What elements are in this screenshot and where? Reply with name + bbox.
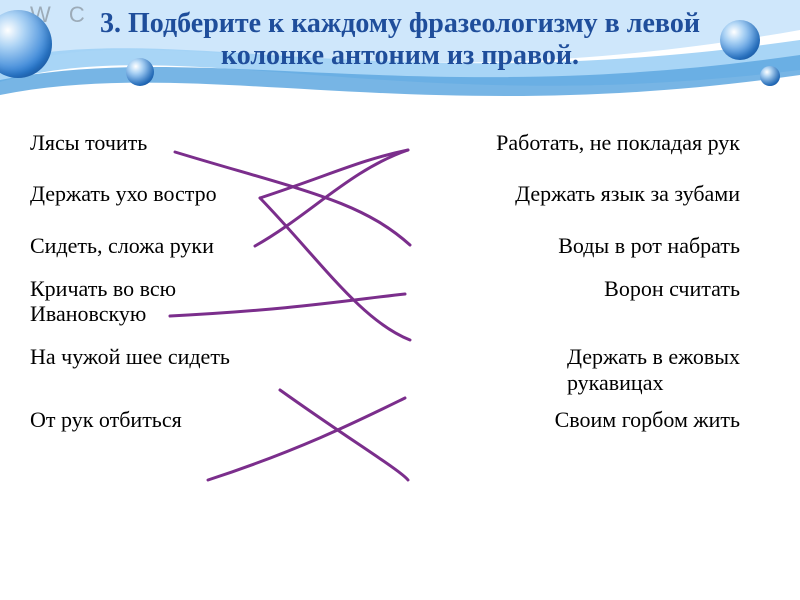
right-phrase: Своим горбом жить [555, 407, 740, 432]
right-phrase: Ворон считать [604, 276, 740, 327]
right-phrase: Работать, не покладая рук [496, 130, 740, 155]
bubble-decoration [720, 20, 760, 60]
right-phrase: Держать язык за зубами [515, 181, 740, 206]
pair-row: Лясы точить Работать, не покладая рук [0, 130, 800, 155]
pair-row: Кричать во всюИвановскую Ворон считать [0, 276, 800, 327]
left-phrase: На чужой шее сидеть [30, 344, 230, 395]
pair-row: Сидеть, сложа руки Воды в рот набрать [0, 233, 800, 258]
pair-row: Держать ухо востро Держать язык за зубами [0, 181, 800, 206]
left-phrase: Кричать во всюИвановскую [30, 276, 176, 327]
slide-title-block: 3. Подберите к каждому фразеологизму в л… [0, 0, 800, 72]
right-phrase: Воды в рот набрать [558, 233, 740, 258]
bubble-decoration [126, 58, 154, 86]
slide-title: 3. Подберите к каждому фразеологизму в л… [70, 8, 730, 72]
left-phrase: От рук отбиться [30, 407, 182, 432]
bubble-decoration [760, 66, 780, 86]
left-phrase: Держать ухо востро [30, 181, 217, 206]
left-phrase: Сидеть, сложа руки [30, 233, 214, 258]
pair-row: На чужой шее сидеть Держать в ежовыхрукав… [0, 344, 800, 395]
pair-row: От рук отбиться Своим горбом жить [0, 407, 800, 432]
right-phrase: Держать в ежовыхрукавицах [567, 344, 740, 395]
matching-pairs: Лясы точить Работать, не покладая рук Держ… [0, 130, 800, 432]
left-phrase: Лясы точить [30, 130, 147, 155]
